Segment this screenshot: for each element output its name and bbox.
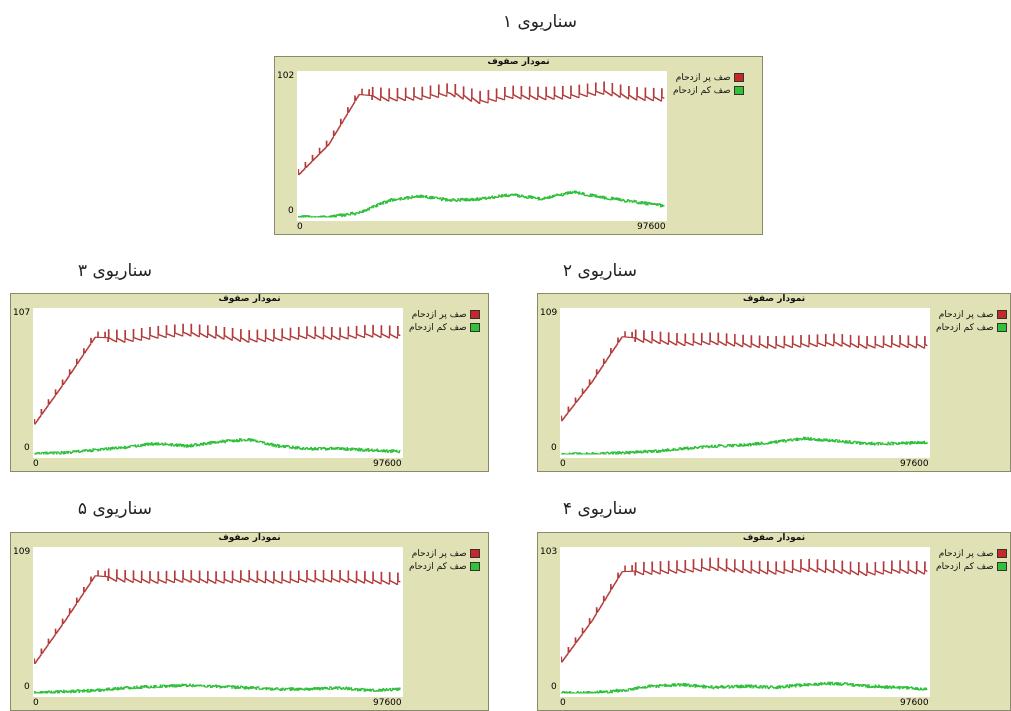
legend: صف پر ازدحام صف کم ازدحام [936, 308, 1007, 334]
series-line-high-congestion [34, 323, 401, 425]
series-line-low-congestion [298, 190, 665, 218]
legend-item-high: صف پر ازدحام [673, 71, 744, 84]
legend-label-high: صف پر ازدحام [411, 548, 467, 559]
legend-label-high: صف پر ازدحام [675, 72, 731, 83]
y-tick-min: 0 [288, 206, 294, 216]
swatch-low [469, 323, 480, 332]
legend-item-low: صف کم ازدحام [673, 84, 744, 97]
legend-item-low: صف کم ازدحام [936, 560, 1007, 573]
swatch-low [469, 562, 480, 571]
chart-scenario-1: نمودار صفوف 102 0 0 97600 صف پر ازدحام ص… [274, 56, 763, 235]
x-tick-max: 97600 [900, 459, 929, 469]
legend-label-low: صف کم ازدحام [936, 561, 994, 572]
swatch-high [996, 549, 1007, 558]
chart-title: نمودار صفوف [218, 533, 281, 543]
plot-svg [34, 323, 401, 455]
legend-item-low: صف کم ازدحام [409, 321, 480, 334]
y-tick-min: 0 [24, 443, 30, 453]
legend-item-high: صف پر ازدحام [409, 547, 480, 560]
y-tick-max: 109 [13, 547, 31, 557]
scenario-1-caption: سناریوی ۱ [502, 12, 578, 32]
swatch-low [996, 323, 1007, 332]
plot-area [560, 547, 930, 697]
legend-label-low: صف کم ازدحام [409, 322, 467, 333]
x-tick-min: 0 [560, 459, 566, 469]
chart-title: نمودار صفوف [218, 294, 281, 304]
legend: صف پر ازدحام صف کم ازدحام [409, 547, 480, 573]
series-line-low-congestion [34, 437, 401, 455]
legend-label-low: صف کم ازدحام [936, 322, 994, 333]
series-line-high-congestion [561, 329, 928, 422]
plot-svg [561, 329, 928, 455]
plot-svg [298, 81, 665, 218]
legend-item-low: صف کم ازدحام [409, 560, 480, 573]
legend-item-high: صف پر ازدحام [936, 547, 1007, 560]
swatch-high [996, 310, 1007, 319]
legend-label-high: صف پر ازدحام [938, 309, 994, 320]
swatch-low [733, 86, 744, 95]
y-tick-min: 0 [24, 682, 30, 692]
swatch-low [996, 562, 1007, 571]
series-line-high-congestion [561, 557, 928, 663]
legend-item-high: صف پر ازدحام [409, 308, 480, 321]
x-tick-min: 0 [560, 698, 566, 708]
plot-area [33, 308, 403, 458]
legend-item-low: صف کم ازدحام [936, 321, 1007, 334]
chart-scenario-2: نمودار صفوف 109 0 0 97600 صف پر ازدحام ص… [537, 293, 1011, 472]
series-line-low-congestion [34, 683, 401, 694]
x-tick-min: 0 [33, 459, 39, 469]
x-tick-max: 97600 [373, 459, 402, 469]
chart-title: نمودار صفوف [742, 533, 806, 543]
y-tick-max: 107 [13, 308, 31, 318]
scenario-3-caption: سناریوی ۳ [77, 261, 153, 281]
y-tick-min: 0 [551, 443, 557, 453]
swatch-high [469, 549, 480, 558]
legend-label-low: صف کم ازدحام [673, 85, 731, 96]
legend-item-high: صف پر ازدحام [936, 308, 1007, 321]
series-line-high-congestion [34, 568, 401, 665]
x-tick-min: 0 [33, 698, 39, 708]
plot-area [560, 308, 930, 458]
swatch-high [469, 310, 480, 319]
plot-svg [34, 568, 401, 694]
x-tick-max: 97600 [373, 698, 402, 708]
plot-svg [561, 557, 928, 694]
series-line-low-congestion [561, 436, 928, 455]
swatch-high [733, 73, 744, 82]
x-tick-max: 97600 [900, 698, 929, 708]
legend-label-low: صف کم ازدحام [409, 561, 467, 572]
chart-scenario-3: نمودار صفوف 107 0 0 97600 صف پر ازدحام ص… [10, 293, 489, 472]
series-line-high-congestion [298, 81, 665, 176]
legend-label-high: صف پر ازدحام [938, 548, 994, 559]
y-tick-max: 102 [277, 71, 295, 81]
scenario-5-caption: سناریوی ۵ [77, 499, 153, 519]
plot-area [33, 547, 403, 697]
chart-scenario-5: نمودار صفوف 109 0 0 97600 صف پر ازدحام ص… [10, 532, 489, 711]
y-tick-max: 103 [540, 547, 558, 557]
x-tick-min: 0 [297, 222, 303, 232]
chart-title: نمودار صفوف [487, 57, 550, 67]
legend: صف پر ازدحام صف کم ازدحام [936, 547, 1007, 573]
x-tick-max: 97600 [637, 222, 666, 232]
scenario-2-caption: سناریوی ۲ [562, 261, 638, 281]
legend: صف پر ازدحام صف کم ازدحام [409, 308, 480, 334]
chart-scenario-4: نمودار صفوف 103 0 0 97600 صف پر ازدحام ص… [537, 532, 1011, 711]
plot-area [297, 71, 667, 221]
y-tick-max: 109 [540, 308, 558, 318]
chart-title: نمودار صفوف [742, 294, 806, 304]
y-tick-min: 0 [551, 682, 557, 692]
series-line-low-congestion [561, 681, 928, 694]
legend-label-high: صف پر ازدحام [411, 309, 467, 320]
legend: صف پر ازدحام صف کم ازدحام [673, 71, 744, 97]
scenario-4-caption: سناریوی ۴ [562, 499, 638, 519]
